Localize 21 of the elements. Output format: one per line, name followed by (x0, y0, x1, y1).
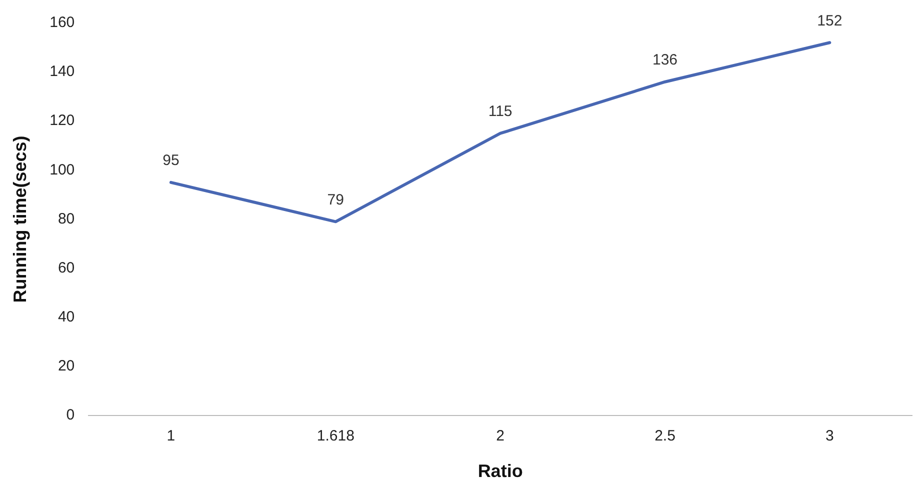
data-label: 79 (327, 191, 344, 208)
y-axis-title: Running time(secs) (10, 136, 30, 303)
x-axis-title: Ratio (478, 461, 523, 482)
y-tick-label: 140 (50, 63, 75, 80)
data-label: 115 (488, 103, 512, 120)
y-tick-label: 80 (58, 210, 75, 228)
y-tick-label: 60 (58, 259, 75, 276)
y-tick-label: 100 (50, 161, 75, 178)
x-tick-label: 1.618 (316, 428, 354, 445)
x-tick-label: 2.5 (654, 428, 676, 445)
y-tick-label: 20 (58, 357, 75, 374)
x-tick-label: 1 (166, 428, 176, 445)
y-tick-label: 160 (50, 14, 75, 32)
y-tick-label: 0 (66, 406, 75, 424)
x-tick-label: 2 (496, 428, 504, 445)
x-tick-label: 3 (825, 428, 834, 445)
y-tick-label: 120 (50, 112, 75, 130)
data-label: 95 (162, 152, 180, 170)
y-tick-label: 40 (58, 308, 75, 326)
data-label: 152 (817, 12, 842, 30)
data-label: 136 (652, 52, 678, 68)
